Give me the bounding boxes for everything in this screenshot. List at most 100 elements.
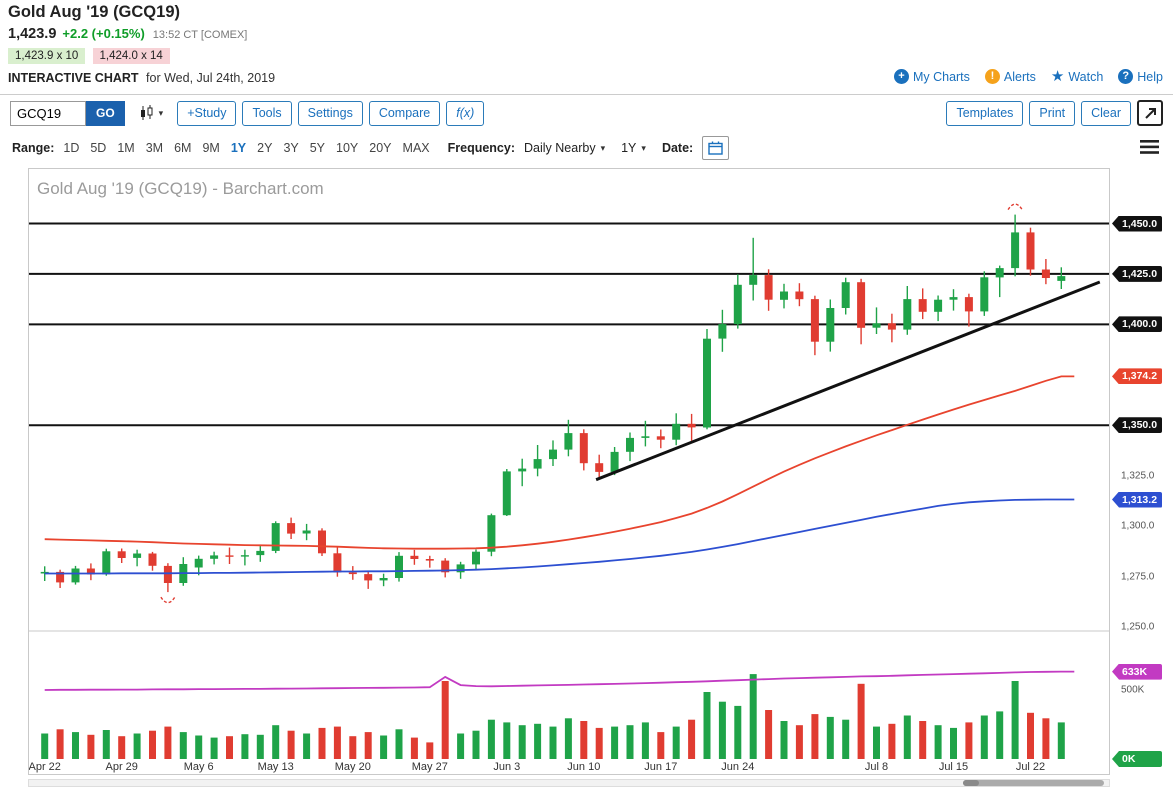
templates-button[interactable]: Templates (946, 100, 1024, 126)
fullscreen-button[interactable] (1137, 100, 1163, 126)
price-level-pill: 1,313.2 (1112, 491, 1162, 508)
alerts-label: Alerts (1003, 69, 1036, 84)
price-axis: 1,450.0 1,425.0 1,400.0 1,374.2 1,350.0 1,313… (1112, 169, 1173, 776)
watch-link[interactable]: ★ Watch (1051, 69, 1103, 84)
chart-panel[interactable]: Gold Aug '19 (GCQ19) - Barchart.com Apr … (28, 168, 1110, 775)
range-option-1y[interactable]: 1Y (230, 141, 247, 155)
candlestick-icon (140, 105, 153, 120)
add-study-button[interactable]: +Study (177, 100, 237, 126)
range-option-2y[interactable]: 2Y (257, 141, 273, 155)
chart-type-button[interactable]: ▾ (139, 105, 164, 121)
page-title: Gold Aug '19 (GCQ19) (8, 3, 180, 21)
chart-scrollbar[interactable] (28, 779, 1110, 787)
y-axis-label: 1,250.0 (1121, 621, 1155, 633)
range-option-3y[interactable]: 3Y (283, 141, 299, 155)
range-label: Range: (12, 141, 55, 155)
chart-date: for Wed, Jul 24th, 2019 (146, 71, 276, 85)
price-summary: 1,423.9 +2.2 (+0.15%) 13:52 CT [COMEX] (8, 26, 247, 42)
svg-text:Jul 8: Jul 8 (865, 761, 888, 773)
symbol-input[interactable] (10, 100, 86, 126)
chevron-down-icon: ▾ (158, 107, 164, 118)
print-button[interactable]: Print (1029, 100, 1076, 126)
chart-watermark: Gold Aug '19 (GCQ19) - Barchart.com (37, 179, 324, 198)
svg-text:May 6: May 6 (184, 761, 214, 773)
chevron-down-icon: ▾ (600, 142, 606, 153)
price-level-pill: 1,450.0 (1112, 215, 1162, 232)
svg-text:Jul 22: Jul 22 (1016, 761, 1045, 773)
alerts-link[interactable]: ! Alerts (984, 69, 1036, 84)
range-option-10y[interactable]: 10Y (336, 141, 359, 155)
header-links: + My Charts ! Alerts ★ Watch ? Help (893, 69, 1163, 84)
range-option-6m[interactable]: 6M (174, 141, 192, 155)
watch-label: Watch (1068, 69, 1104, 84)
svg-text:May 27: May 27 (412, 761, 448, 773)
last-price: 1,423.9 (8, 26, 57, 42)
bid-quote: 1,423.9 x 10 (8, 48, 86, 64)
quote-time: 13:52 CT [COMEX] (152, 29, 248, 41)
bid-ask-row: 1,423.9 x 10 1,424.0 x 14 (8, 48, 170, 64)
y-axis-label: 1,300.0 (1121, 520, 1155, 532)
svg-text:Apr 22: Apr 22 (29, 761, 61, 773)
range-option-3m[interactable]: 3M (145, 141, 164, 155)
tools-button[interactable]: Tools (242, 100, 292, 126)
range-option-20y[interactable]: 20Y (369, 141, 392, 155)
chart-menu-button[interactable] (1138, 138, 1161, 159)
y-axis-label: 500K (1121, 684, 1145, 696)
scrollbar-grip[interactable] (963, 780, 980, 786)
help-link[interactable]: ? Help (1118, 69, 1163, 84)
svg-text:May 20: May 20 (335, 761, 371, 773)
volume-zero-pill: 0K (1112, 751, 1162, 767)
price-change: +2.2 (+0.15%) (62, 26, 145, 41)
svg-text:Apr 29: Apr 29 (105, 761, 137, 773)
price-level-pill: 1,374.2 (1112, 368, 1162, 385)
range-option-9m[interactable]: 9M (202, 141, 220, 155)
ask-quote: 1,424.0 x 14 (92, 48, 170, 64)
date-label: Date: (661, 141, 694, 155)
price-chart-svg[interactable]: Apr 22 Apr 29 May 6 May 13 May 20 May 27 Jun 3… (29, 169, 1109, 774)
svg-text:May 13: May 13 (258, 761, 294, 773)
frequency-label: Frequency: (447, 141, 516, 155)
y-axis-label: 1,275.0 (1121, 571, 1155, 582)
my-charts-label: My Charts (912, 69, 970, 84)
range-option-max[interactable]: MAX (402, 141, 430, 155)
chart-subtitle: INTERACTIVE CHART for Wed, Jul 24th, 201… (8, 71, 275, 85)
y-axis-label: 1,325.0 (1121, 470, 1155, 482)
svg-text:Jun 17: Jun 17 (644, 761, 677, 773)
svg-text:Jul 15: Jul 15 (939, 761, 968, 773)
settings-button[interactable]: Settings (297, 100, 363, 126)
svg-text:Jun 10: Jun 10 (567, 761, 600, 773)
range-option-5d[interactable]: 5D (90, 141, 107, 155)
period-value: 1Y (621, 141, 637, 155)
star-icon: ★ (1050, 68, 1065, 85)
go-button[interactable]: GO (86, 100, 125, 126)
expand-icon (1144, 107, 1156, 119)
price-level-pill: 1,425.0 (1112, 265, 1162, 282)
frequency-select[interactable]: Daily Nearby ▾ (524, 141, 605, 155)
functions-button[interactable]: f(x) (446, 100, 485, 126)
chevron-down-icon: ▾ (641, 142, 646, 153)
scrollbar-handle[interactable] (963, 780, 1104, 786)
circle-plus-icon: + (893, 69, 909, 84)
help-label: Help (1137, 69, 1163, 84)
calendar-button[interactable] (702, 136, 730, 160)
svg-text:Jun 24: Jun 24 (721, 761, 754, 773)
price-level-pill: 1,400.0 (1112, 316, 1162, 333)
range-option-1m[interactable]: 1M (117, 141, 135, 155)
clear-button[interactable]: Clear (1081, 100, 1131, 126)
compare-button[interactable]: Compare (368, 100, 441, 126)
circle-question-icon: ? (1118, 69, 1134, 84)
hamburger-menu-icon (1140, 139, 1159, 154)
my-charts-link[interactable]: + My Charts (893, 69, 970, 84)
alert-bell-icon: ! (984, 69, 1000, 84)
range-options: 1D 5D 1M 3M 6M 9M 1Y 2Y 3Y 5Y 10Y 20Y MAX (63, 141, 429, 155)
frequency-value: Daily Nearby (524, 141, 596, 155)
range-option-1d[interactable]: 1D (63, 141, 80, 155)
interactive-chart-label: INTERACTIVE CHART (8, 71, 139, 85)
chart-toolbar: GO ▾ +Study Tools Settings Compare f(x) … (0, 94, 1173, 131)
svg-text:Jun 3: Jun 3 (493, 761, 520, 773)
symbol-entry: GO (10, 100, 125, 126)
range-option-5y[interactable]: 5Y (309, 141, 326, 155)
calendar-icon (708, 141, 723, 155)
period-select[interactable]: 1Y ▾ (621, 141, 646, 155)
